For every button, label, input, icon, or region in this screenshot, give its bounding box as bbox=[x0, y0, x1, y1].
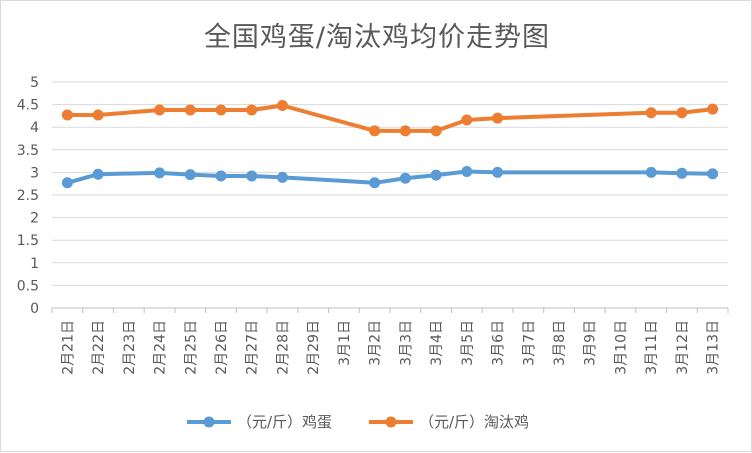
data-point bbox=[276, 171, 288, 183]
data-point bbox=[676, 107, 688, 119]
x-tick-label: 3月3日 bbox=[398, 320, 414, 366]
data-point bbox=[676, 167, 688, 179]
y-tick-label: 4.5 bbox=[17, 98, 39, 114]
data-point bbox=[215, 170, 227, 182]
data-point bbox=[492, 166, 504, 178]
y-tick-label: 2.5 bbox=[17, 188, 39, 204]
x-tick-label: 3月13日 bbox=[706, 320, 722, 375]
x-tick-label: 2月23日 bbox=[122, 320, 138, 375]
legend-label: （元/斤）淘汰鸡 bbox=[419, 413, 529, 431]
x-tick-label: 2月29日 bbox=[306, 320, 322, 375]
data-point bbox=[399, 125, 411, 137]
data-point bbox=[61, 109, 73, 121]
chart-title: 全国鸡蛋/淘汰鸡均价走势图 bbox=[203, 22, 551, 53]
data-point bbox=[430, 169, 442, 181]
x-tick-label: 2月27日 bbox=[245, 320, 261, 375]
x-tick-label: 3月6日 bbox=[491, 320, 507, 366]
data-point bbox=[399, 172, 411, 184]
x-tick-label: 2月26日 bbox=[214, 320, 230, 375]
x-tick-label: 3月11日 bbox=[644, 320, 660, 375]
y-tick-label: 5 bbox=[30, 75, 39, 91]
data-point bbox=[92, 109, 104, 121]
data-point bbox=[461, 114, 473, 126]
data-point bbox=[707, 103, 719, 115]
x-tick-label: 2月22日 bbox=[91, 320, 107, 375]
x-tick-label: 2月21日 bbox=[60, 320, 76, 375]
x-tick-label: 3月10日 bbox=[613, 320, 629, 375]
x-tick-label: 3月7日 bbox=[521, 320, 537, 366]
x-tick-label: 2月28日 bbox=[275, 320, 291, 375]
x-tick-label: 3月1日 bbox=[337, 320, 353, 366]
data-point bbox=[154, 104, 166, 116]
data-point bbox=[184, 104, 196, 116]
data-point bbox=[707, 168, 719, 180]
x-tick-label: 3月8日 bbox=[552, 320, 568, 366]
y-tick-label: 0.5 bbox=[17, 278, 39, 294]
data-point bbox=[492, 112, 504, 124]
data-point bbox=[430, 125, 442, 137]
data-point bbox=[246, 170, 258, 182]
y-tick-label: 4 bbox=[30, 120, 39, 136]
legend-swatch-marker bbox=[385, 416, 397, 428]
data-point bbox=[645, 166, 657, 178]
data-point bbox=[461, 165, 473, 177]
data-point bbox=[92, 168, 104, 180]
legend-label: （元/斤）鸡蛋 bbox=[237, 413, 332, 431]
x-tick-label: 3月12日 bbox=[675, 320, 691, 375]
data-point bbox=[369, 125, 381, 137]
y-tick-label: 0 bbox=[30, 301, 39, 317]
data-point bbox=[215, 104, 227, 116]
x-tick-label: 3月2日 bbox=[368, 320, 384, 366]
y-tick-label: 1 bbox=[30, 256, 39, 272]
y-tick-label: 3 bbox=[30, 165, 39, 181]
x-tick-label: 3月4日 bbox=[429, 320, 445, 366]
data-point bbox=[276, 100, 288, 112]
data-point bbox=[154, 167, 166, 179]
x-tick-label: 3月9日 bbox=[583, 320, 599, 366]
y-tick-label: 1.5 bbox=[17, 233, 39, 249]
data-point bbox=[369, 177, 381, 189]
x-tick-label: 2月24日 bbox=[153, 320, 169, 375]
data-point bbox=[184, 169, 196, 181]
x-tick-label: 2月25日 bbox=[183, 320, 199, 375]
y-tick-label: 2 bbox=[30, 211, 39, 227]
y-tick-label: 3.5 bbox=[17, 143, 39, 159]
data-point bbox=[246, 104, 258, 116]
x-tick-label: 3月5日 bbox=[460, 320, 476, 366]
data-point bbox=[645, 107, 657, 119]
legend-swatch-marker bbox=[203, 416, 215, 428]
data-point bbox=[61, 177, 73, 189]
